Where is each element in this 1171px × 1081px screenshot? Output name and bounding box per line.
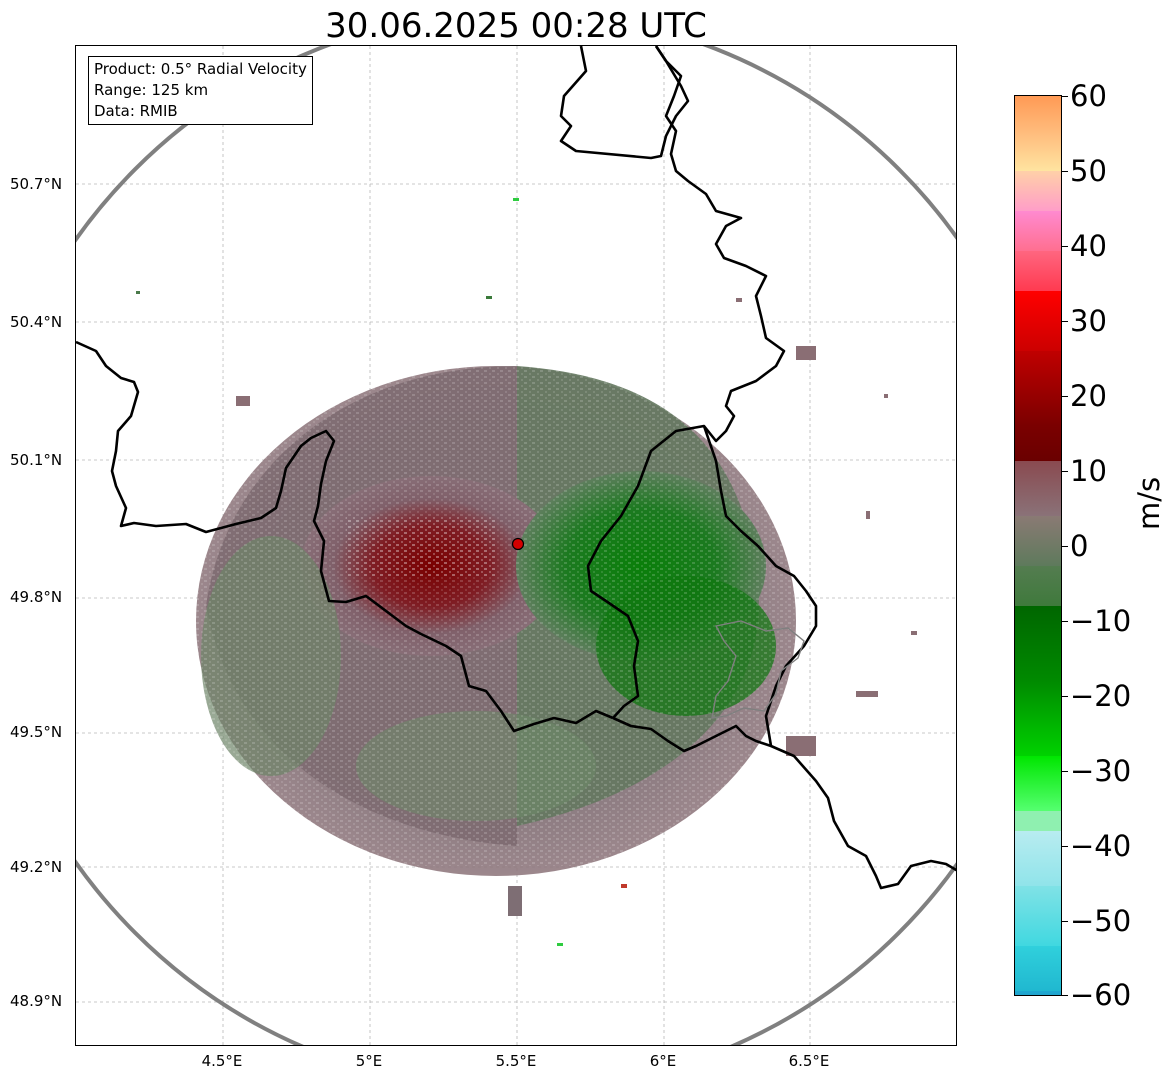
lon-tick-label: 5.5°E (495, 1052, 537, 1070)
lon-tick-label: 6.5°E (788, 1052, 830, 1070)
radar-map[interactable] (75, 45, 957, 1046)
info-data-source: Data: RMIB (94, 102, 178, 120)
colorbar-tick (1062, 696, 1068, 697)
colorbar-label: −20 (1070, 679, 1132, 713)
colorbar-label: −10 (1070, 604, 1132, 638)
colorbar-label: 60 (1070, 79, 1107, 113)
country-borders (76, 46, 956, 890)
lat-tick-label: 49.8°N (10, 588, 63, 606)
colorbar-label: −50 (1070, 904, 1132, 938)
colorbar-label: 0 (1070, 529, 1089, 563)
colorbar-tick (1062, 546, 1068, 547)
radar-site-marker (511, 537, 525, 551)
info-product: Product: 0.5° Radial Velocity (94, 60, 307, 78)
regional-border (711, 620, 805, 719)
lon-tick-label: 5°E (355, 1052, 383, 1070)
colorbar-tick (1062, 171, 1068, 172)
colorbar-label: 10 (1070, 454, 1107, 488)
colorbar-tick (1062, 321, 1068, 322)
colorbar-tick (1062, 995, 1068, 996)
colorbar-label: −60 (1070, 978, 1132, 1012)
colorbar-label: −30 (1070, 754, 1132, 788)
product-info-box: Product: 0.5° Radial Velocity Range: 125… (88, 56, 313, 125)
velocity-colorbar (1014, 95, 1062, 996)
lat-tick-label: 49.2°N (10, 858, 63, 876)
lat-tick-label: 50.1°N (10, 451, 63, 469)
velocity-echoes (196, 346, 816, 876)
colorbar-tick (1062, 471, 1068, 472)
lon-tick-label: 6°E (649, 1052, 677, 1070)
colorbar-tick (1062, 771, 1068, 772)
colorbar-tick (1062, 846, 1068, 847)
lat-tick-label: 48.9°N (10, 992, 63, 1010)
colorbar-tick (1062, 921, 1068, 922)
colorbar-tick (1062, 96, 1068, 97)
lat-tick-label: 50.4°N (10, 313, 63, 331)
colorbar-tick (1062, 621, 1068, 622)
colorbar-label: −40 (1070, 829, 1132, 863)
colorbar-label: 20 (1070, 379, 1107, 413)
lon-tick-label: 4.5°E (201, 1052, 243, 1070)
lat-tick-label: 49.5°N (10, 723, 63, 741)
info-range: Range: 125 km (94, 81, 209, 99)
scattered-echoes (136, 198, 917, 946)
colorbar-label: 30 (1070, 304, 1107, 338)
colorbar-label: 40 (1070, 229, 1107, 263)
lat-tick-label: 50.7°N (10, 175, 63, 193)
colorbar-tick (1062, 246, 1068, 247)
colorbar-unit-label: m/s (1132, 476, 1166, 530)
map-title: 30.06.2025 00:28 UTC (325, 6, 707, 46)
colorbar-label: 50 (1070, 154, 1107, 188)
colorbar-tick (1062, 396, 1068, 397)
